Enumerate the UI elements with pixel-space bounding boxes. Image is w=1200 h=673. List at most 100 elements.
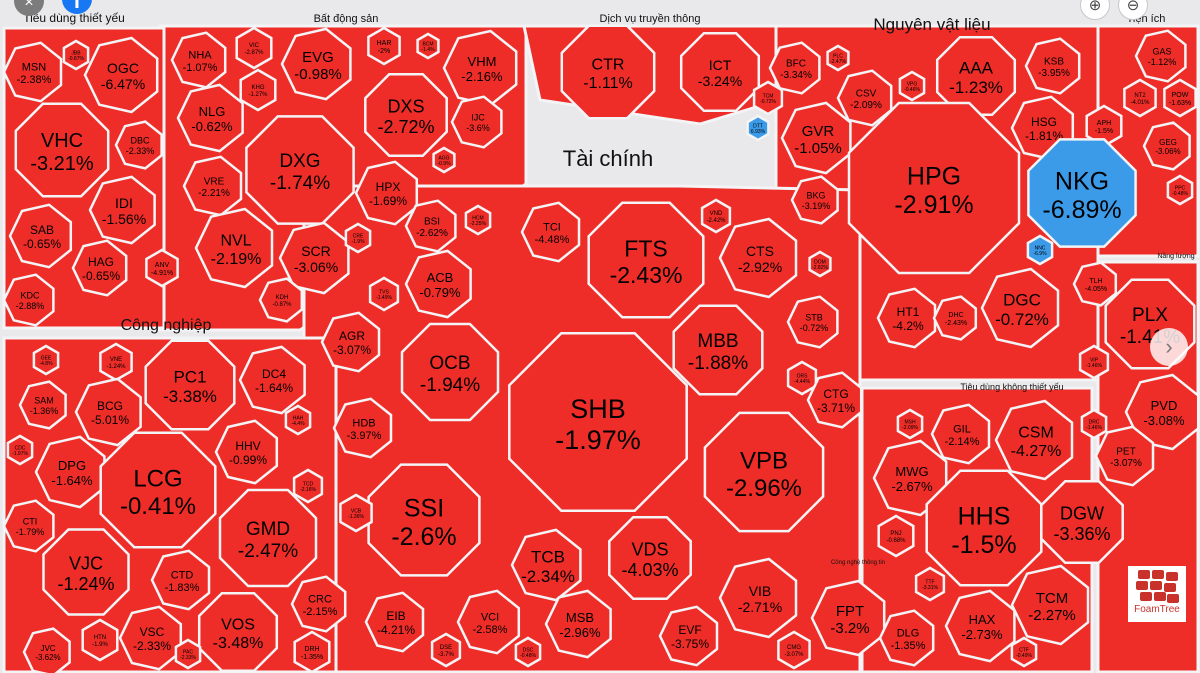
treemap-cell[interactable] [14,102,110,198]
treemap-cell[interactable] [258,277,304,323]
treemap-cell[interactable] [1010,636,1038,668]
treemap-cell[interactable] [810,579,886,657]
treemap-cell[interactable] [320,311,381,373]
treemap-cell[interactable] [1123,78,1157,118]
treemap-cell[interactable] [290,575,347,633]
treemap-cell[interactable] [235,26,273,70]
treemap-cell[interactable] [679,31,761,113]
treemap-cell[interactable] [99,431,217,549]
treemap-cell[interactable] [364,591,425,653]
treemap-cell[interactable] [1040,480,1124,564]
treemap-cell[interactable] [826,44,850,72]
treemap-cell[interactable] [508,332,688,512]
treemap-cell[interactable] [332,397,393,459]
treemap-cell[interactable] [930,403,991,465]
treemap-cell[interactable] [718,217,798,299]
treemap-cell[interactable] [404,249,472,319]
treemap-cell[interactable] [42,528,130,616]
treemap-cell[interactable] [176,83,244,153]
treemap-cell[interactable] [718,557,798,639]
treemap-cell[interactable] [768,41,821,95]
treemap-cell[interactable] [83,36,159,114]
treemap-cell[interactable] [514,636,542,668]
treemap-cell[interactable] [877,514,915,558]
treemap-cell[interactable] [878,609,935,667]
treemap-cell[interactable] [2,273,55,327]
treemap-cell[interactable] [2,499,55,553]
treemap-cell[interactable] [430,632,462,668]
treemap-cell[interactable] [145,248,179,288]
treemap-cell[interactable] [114,120,163,170]
treemap-cell[interactable] [450,95,503,149]
treemap-cell[interactable] [150,549,211,611]
treemap-cell[interactable] [214,419,279,485]
treemap-cell[interactable] [672,304,764,396]
next-slide-button[interactable]: › [1150,328,1188,366]
treemap-cell[interactable] [245,115,355,225]
treemap-cell[interactable] [806,371,863,429]
treemap-cell[interactable] [278,221,350,295]
treemap-cell[interactable] [658,605,719,667]
treemap-cell[interactable] [994,399,1074,481]
treemap-cell[interactable] [1166,174,1194,206]
treemap-cell[interactable] [808,250,832,278]
treemap-cell[interactable] [944,589,1016,663]
treemap-cell[interactable] [218,488,318,588]
treemap-cell[interactable] [432,146,456,174]
treemap-cell[interactable] [876,287,937,349]
treemap-cell[interactable] [1163,78,1197,118]
treemap-cell[interactable] [980,267,1060,349]
treemap-cell[interactable] [8,203,73,269]
treemap-cell[interactable] [344,222,372,254]
treemap-cell[interactable] [367,26,401,66]
treemap-cell[interactable] [520,201,581,263]
treemap-cell[interactable] [790,175,839,225]
treemap-cell[interactable] [1142,121,1191,171]
treemap-cell[interactable] [587,201,705,319]
treemap-cell[interactable] [238,345,306,415]
treemap-cell[interactable] [18,380,67,430]
treemap-cell[interactable] [144,339,236,431]
treemap-cell[interactable] [836,69,893,127]
treemap-cell[interactable] [925,469,1043,587]
treemap-cell[interactable] [898,70,926,102]
treemap-cell[interactable] [2,41,63,103]
treemap-cell[interactable] [416,32,440,60]
treemap-cell[interactable] [197,591,279,673]
treemap-cell[interactable] [456,589,521,655]
treemap-cell[interactable] [404,199,457,253]
treemap-cell[interactable] [118,605,183,671]
treemap-cell[interactable] [700,198,732,234]
treemap-cell[interactable] [367,463,481,577]
treemap-cell[interactable] [22,627,71,673]
treemap-cell[interactable] [1078,344,1110,380]
treemap-cell[interactable] [544,589,612,659]
treemap-cell[interactable] [339,493,373,533]
treemap-cell[interactable] [170,31,227,89]
treemap-cell[interactable] [354,160,419,226]
treemap-cell[interactable] [284,404,312,436]
treemap-cell[interactable] [932,295,978,341]
treemap-cell[interactable] [872,439,948,517]
treemap-cell[interactable] [896,408,924,440]
treemap-cell[interactable] [280,27,352,101]
treemap-cell[interactable] [364,73,448,157]
treemap-cell[interactable] [1026,234,1054,266]
treemap-cell[interactable] [1124,373,1200,451]
treemap-cell[interactable] [510,528,582,602]
treemap-cell[interactable] [292,468,324,504]
treemap-cell[interactable] [1072,261,1118,307]
treemap-cell[interactable] [560,24,656,120]
treemap-cell[interactable] [746,114,770,142]
treemap-cell[interactable] [1080,408,1108,440]
treemap-cell[interactable] [703,411,825,533]
treemap-cell[interactable] [368,276,400,312]
treemap-cell[interactable] [293,630,331,673]
treemap-cell[interactable] [32,344,60,376]
treemap-cell[interactable] [786,360,818,396]
treemap-cell[interactable] [780,101,852,175]
treemap-cell[interactable] [847,101,1021,275]
treemap-cell[interactable] [464,204,492,236]
treemap-cell[interactable] [62,39,90,71]
